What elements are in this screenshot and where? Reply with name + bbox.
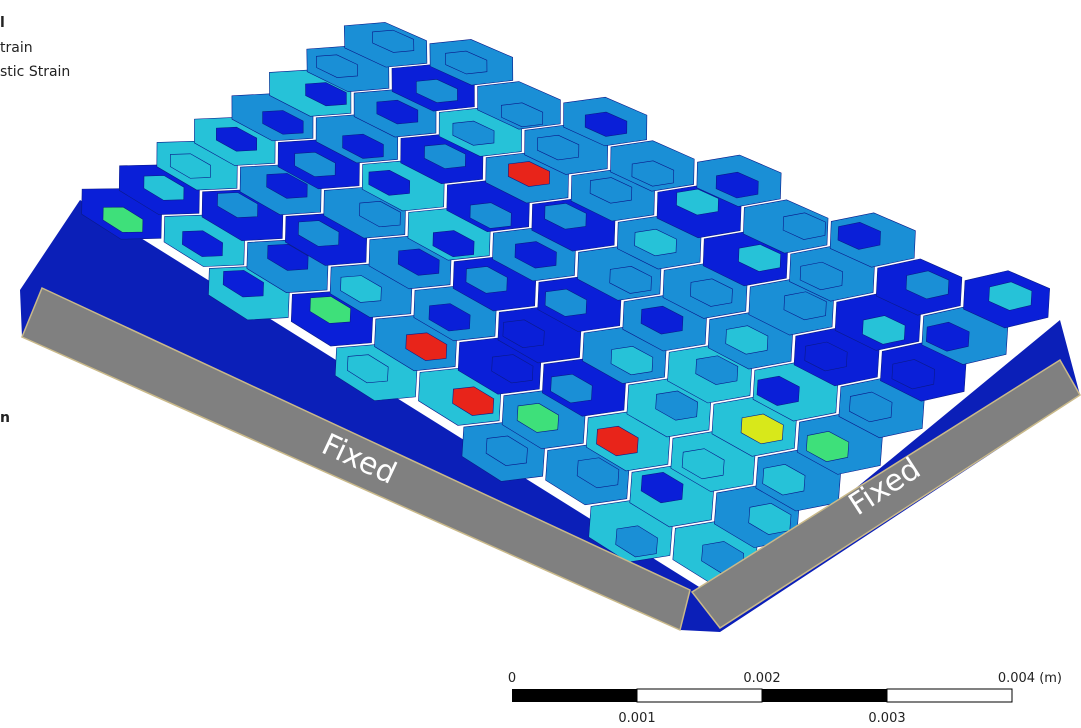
legend-line: train: [0, 40, 33, 56]
scale-label: 0: [508, 671, 516, 686]
legend-line: stic Strain: [0, 64, 70, 80]
scale-label: 0.003: [868, 711, 905, 726]
scale-label: 0.001: [618, 711, 655, 726]
viewport: Fixed Fixed l train stic Strain n 0 0.00…: [0, 0, 1081, 728]
legend-title: l: [0, 15, 5, 31]
scale-segment: [637, 689, 762, 702]
scale-segment: [887, 689, 1012, 702]
legend-unit: n: [0, 410, 10, 426]
legend: l train stic Strain n: [0, 15, 70, 426]
page: {"legend": {"title_fragment": "l", "line…: [0, 0, 1081, 728]
scale-segment: [762, 689, 887, 702]
scale-label: 0.004 (m): [998, 671, 1062, 686]
scale-segment: [512, 689, 637, 702]
scale-label: 0.002: [743, 671, 780, 686]
scale-bar: 0 0.002 0.004 (m) 0.001 0.003: [508, 671, 1062, 726]
